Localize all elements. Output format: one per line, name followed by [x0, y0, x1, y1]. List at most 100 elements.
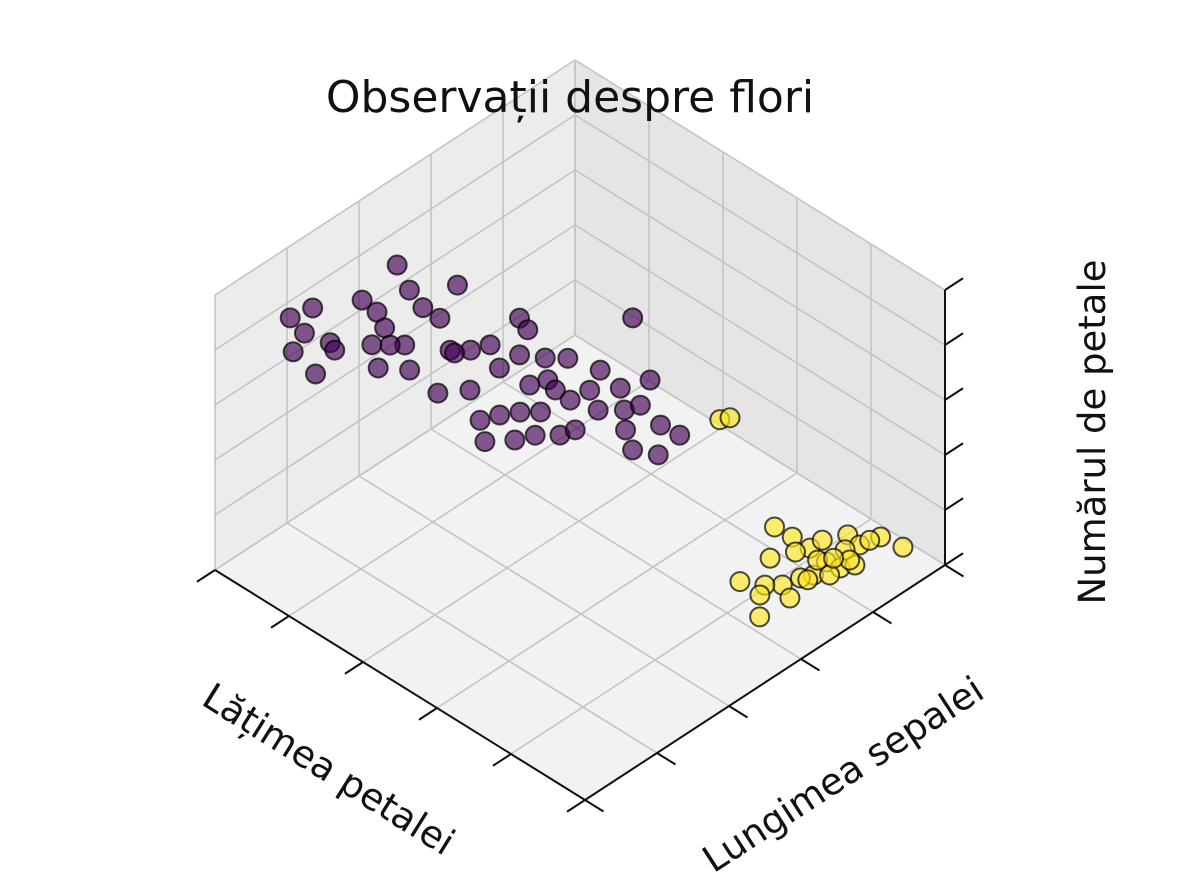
y-axis-line [584, 564, 946, 801]
z-tick [944, 552, 964, 566]
point [324, 339, 346, 361]
point [859, 529, 881, 551]
z-tick [944, 442, 964, 456]
point [509, 344, 531, 366]
point [509, 401, 531, 423]
point [351, 289, 373, 311]
points [279, 254, 914, 628]
point [669, 424, 691, 446]
point [279, 307, 301, 329]
point [427, 382, 449, 404]
grid-line [286, 522, 658, 754]
point [647, 444, 669, 466]
x-tick [270, 615, 290, 629]
point [811, 529, 833, 551]
grid [214, 59, 946, 801]
point [524, 424, 546, 446]
point [374, 317, 396, 339]
point [489, 404, 511, 426]
grid-line [574, 334, 946, 566]
z-tick [944, 277, 964, 291]
grid-line [214, 59, 576, 296]
point [579, 379, 601, 401]
point [609, 377, 631, 399]
point [564, 419, 586, 441]
point [530, 401, 551, 423]
point [785, 541, 806, 563]
point [519, 374, 541, 396]
z-tick [944, 387, 964, 401]
point [379, 334, 401, 356]
point [622, 439, 644, 461]
x-tick [492, 753, 512, 767]
point [504, 429, 526, 451]
grid-line [574, 114, 946, 346]
point [557, 347, 579, 369]
grid-line [288, 380, 650, 617]
grid-line [430, 428, 802, 660]
x-tick [344, 661, 364, 675]
z-axis-label: Numărul de petale [1071, 259, 1114, 604]
point [544, 379, 566, 401]
point [446, 274, 468, 296]
y-tick [584, 799, 605, 813]
y-tick [800, 658, 821, 672]
point [639, 369, 661, 391]
grid-line [214, 334, 576, 571]
y-tick [872, 611, 893, 625]
point [629, 394, 651, 416]
point [429, 307, 451, 329]
grid-line [574, 59, 946, 291]
z-tick [944, 497, 964, 511]
point [615, 419, 637, 441]
point [398, 279, 420, 301]
point [749, 584, 771, 606]
grid-line [574, 224, 946, 456]
x-axis-label: Lățimea petalei [195, 675, 462, 864]
point [797, 569, 819, 591]
point [589, 359, 611, 381]
point [412, 297, 434, 319]
grid-line [214, 114, 576, 351]
y-tick [656, 752, 677, 766]
point [459, 379, 481, 401]
point [779, 587, 801, 609]
point [650, 414, 672, 436]
grid-line [358, 475, 730, 707]
point [302, 297, 324, 319]
point [749, 606, 771, 628]
point [361, 334, 383, 356]
point [622, 307, 644, 329]
grid-line [362, 426, 724, 663]
point [517, 319, 539, 341]
point [759, 547, 781, 569]
axes [196, 277, 965, 813]
point [719, 407, 741, 429]
x-axis-line [214, 569, 586, 801]
point [892, 536, 914, 558]
point [823, 547, 845, 569]
point [399, 359, 421, 381]
point [444, 342, 466, 364]
point [559, 389, 581, 411]
point [488, 357, 510, 379]
point [764, 516, 786, 538]
point [469, 409, 491, 431]
chart-title: Observații despre flori [326, 72, 814, 123]
x-tick [566, 799, 586, 813]
point [305, 363, 327, 385]
grid-line [436, 472, 798, 709]
grid-line [214, 169, 576, 406]
point [367, 357, 389, 379]
y-tick [944, 564, 965, 578]
grid-line [574, 169, 946, 401]
point [587, 399, 609, 421]
y-tick [728, 705, 749, 719]
z-tick [944, 332, 964, 346]
x-tick [418, 707, 438, 721]
x-tick [196, 569, 216, 583]
point [729, 571, 751, 593]
point [479, 334, 501, 356]
point [386, 254, 408, 276]
